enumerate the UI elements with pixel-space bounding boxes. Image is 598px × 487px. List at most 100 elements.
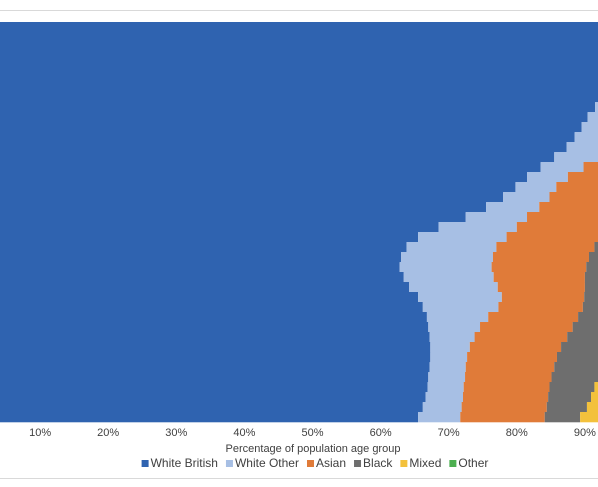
bar-segment bbox=[584, 292, 598, 303]
bar-segment bbox=[0, 32, 598, 43]
bar-segment bbox=[554, 362, 598, 373]
bar-segment bbox=[581, 122, 598, 133]
bar-segment bbox=[584, 272, 598, 283]
bar-segment bbox=[582, 302, 598, 313]
bar-segment bbox=[0, 182, 516, 193]
bar-segment bbox=[463, 382, 550, 393]
bar-segment bbox=[401, 252, 493, 263]
legend-label: White Other bbox=[235, 456, 299, 470]
bar-segment bbox=[548, 392, 592, 403]
bar-segment bbox=[540, 162, 584, 173]
bar-segment bbox=[587, 112, 598, 123]
bar-segment bbox=[556, 352, 598, 363]
bar-segment bbox=[438, 222, 517, 233]
bar-segment bbox=[496, 242, 595, 253]
bar-segment bbox=[595, 102, 598, 113]
bar-segment bbox=[583, 162, 598, 173]
bar-segment bbox=[554, 152, 598, 163]
bar-segment bbox=[0, 42, 598, 53]
bar-segment bbox=[584, 282, 598, 293]
bar-segment bbox=[546, 402, 587, 413]
bar-segment bbox=[588, 252, 598, 263]
bar-segment bbox=[0, 222, 439, 233]
bar-segment bbox=[422, 402, 462, 413]
bar-segment bbox=[580, 412, 598, 423]
bar-segment bbox=[0, 152, 555, 163]
bar-segment bbox=[539, 202, 598, 213]
bar-segment bbox=[0, 112, 588, 123]
bar-segment bbox=[0, 262, 400, 273]
bar-segment bbox=[0, 102, 596, 113]
bar-segment bbox=[429, 332, 475, 343]
bar-segment bbox=[430, 352, 468, 363]
bar-segment bbox=[561, 342, 598, 353]
legend-swatch bbox=[400, 460, 408, 467]
bar-segment bbox=[0, 312, 427, 323]
bar-segment bbox=[469, 342, 562, 353]
bar-segment bbox=[501, 292, 585, 303]
bar-segment bbox=[429, 362, 466, 373]
bar-segment bbox=[0, 92, 598, 103]
bar-segment bbox=[480, 322, 573, 333]
bar-segment bbox=[578, 312, 598, 323]
bar-segment bbox=[0, 342, 431, 353]
bar-segment bbox=[0, 372, 429, 383]
bar-segment bbox=[0, 192, 504, 203]
bar-segment bbox=[0, 52, 598, 63]
legend-swatch bbox=[354, 460, 362, 467]
bar-segment bbox=[567, 332, 598, 343]
bar-segment bbox=[549, 192, 598, 203]
bar-segment bbox=[430, 342, 470, 353]
bar-segment bbox=[409, 282, 498, 293]
bar-segment bbox=[463, 392, 549, 403]
legend-label: Asian bbox=[316, 456, 346, 470]
bar-segment bbox=[427, 382, 464, 393]
x-tick-label: 30% bbox=[165, 427, 187, 439]
bar-segment bbox=[425, 392, 464, 403]
legend: White British White Other Asian Black Mixed O… bbox=[141, 456, 488, 470]
bar-segment bbox=[0, 282, 410, 293]
bar-segment bbox=[0, 352, 431, 363]
bar-segment bbox=[0, 172, 528, 183]
bar-segment bbox=[0, 82, 598, 93]
x-tick-label: 90% bbox=[574, 427, 596, 439]
bar-segment bbox=[549, 382, 595, 393]
bar-segment bbox=[506, 232, 598, 243]
bar-segment bbox=[0, 242, 407, 253]
bar-segment bbox=[493, 272, 585, 283]
bar-segment bbox=[0, 72, 598, 83]
bar-segment bbox=[418, 292, 502, 303]
x-tick-label: 40% bbox=[233, 427, 255, 439]
bar-segment bbox=[0, 252, 402, 263]
x-tick-label: 50% bbox=[301, 427, 323, 439]
bar-segment bbox=[0, 62, 598, 73]
bar-segment bbox=[497, 282, 585, 293]
bar-segment bbox=[586, 262, 598, 273]
bar-segment bbox=[594, 382, 598, 393]
legend-swatch bbox=[141, 460, 149, 467]
legend-label: White British bbox=[151, 456, 218, 470]
x-tick-label: 10% bbox=[29, 427, 51, 439]
bar-segment bbox=[544, 412, 581, 423]
bar-segment bbox=[498, 302, 583, 313]
bar-segment bbox=[0, 22, 598, 33]
bar-segment bbox=[0, 392, 426, 403]
bar-segment bbox=[406, 242, 497, 253]
bar-segment bbox=[399, 262, 492, 273]
bar-segment bbox=[527, 172, 568, 183]
bar-segment bbox=[0, 162, 541, 173]
bar-segment bbox=[426, 312, 489, 323]
bar-segment bbox=[556, 182, 598, 193]
bar-segment bbox=[586, 402, 598, 413]
bar-segment bbox=[467, 352, 557, 363]
bar-segment bbox=[0, 302, 423, 313]
x-tick-label: 20% bbox=[97, 427, 119, 439]
bar-segment bbox=[465, 372, 552, 383]
bar-segment bbox=[474, 332, 568, 343]
bar-segment bbox=[460, 412, 545, 423]
bar-segment bbox=[492, 252, 589, 263]
bar-segment bbox=[465, 362, 555, 373]
bar-segment bbox=[527, 212, 598, 223]
bar-segment bbox=[0, 122, 582, 133]
